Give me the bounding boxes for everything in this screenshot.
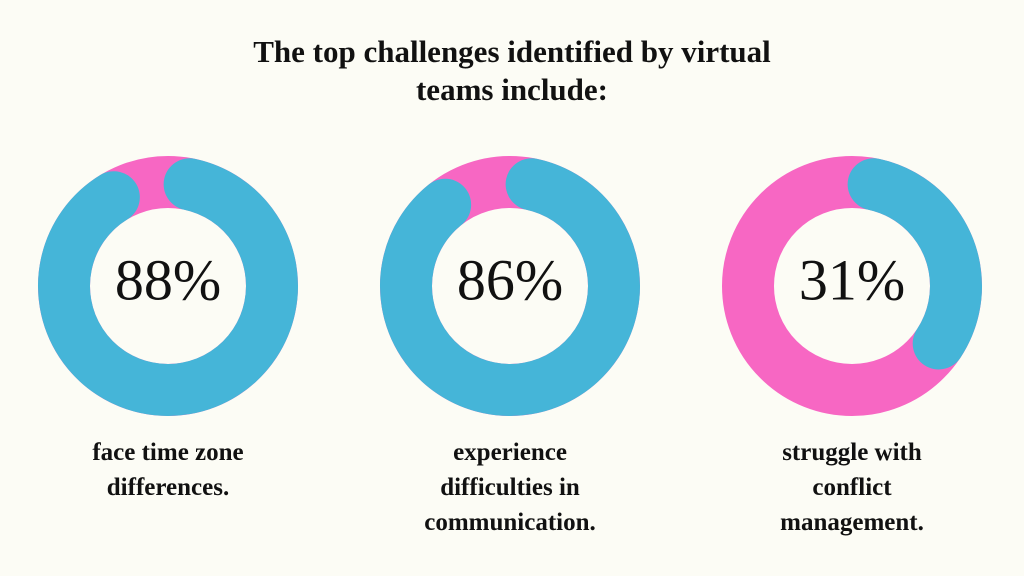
caption: differences.	[107, 474, 229, 501]
title: teams include:	[416, 72, 608, 107]
caption: face time zone	[92, 439, 243, 466]
donut-arc	[38, 156, 298, 416]
value-label: 86%	[457, 247, 563, 312]
caption: management.	[780, 509, 924, 536]
caption: communication.	[424, 509, 596, 536]
caption: struggle with	[782, 439, 922, 466]
caption: conflict	[812, 474, 892, 501]
caption: experience	[453, 439, 567, 466]
value-label: 88%	[115, 247, 221, 312]
donut-arc	[380, 156, 640, 416]
title: The top challenges identified by virtual	[253, 34, 771, 69]
caption: difficulties in	[440, 474, 580, 501]
donut-arc	[722, 156, 982, 416]
value-label: 31%	[799, 247, 905, 312]
